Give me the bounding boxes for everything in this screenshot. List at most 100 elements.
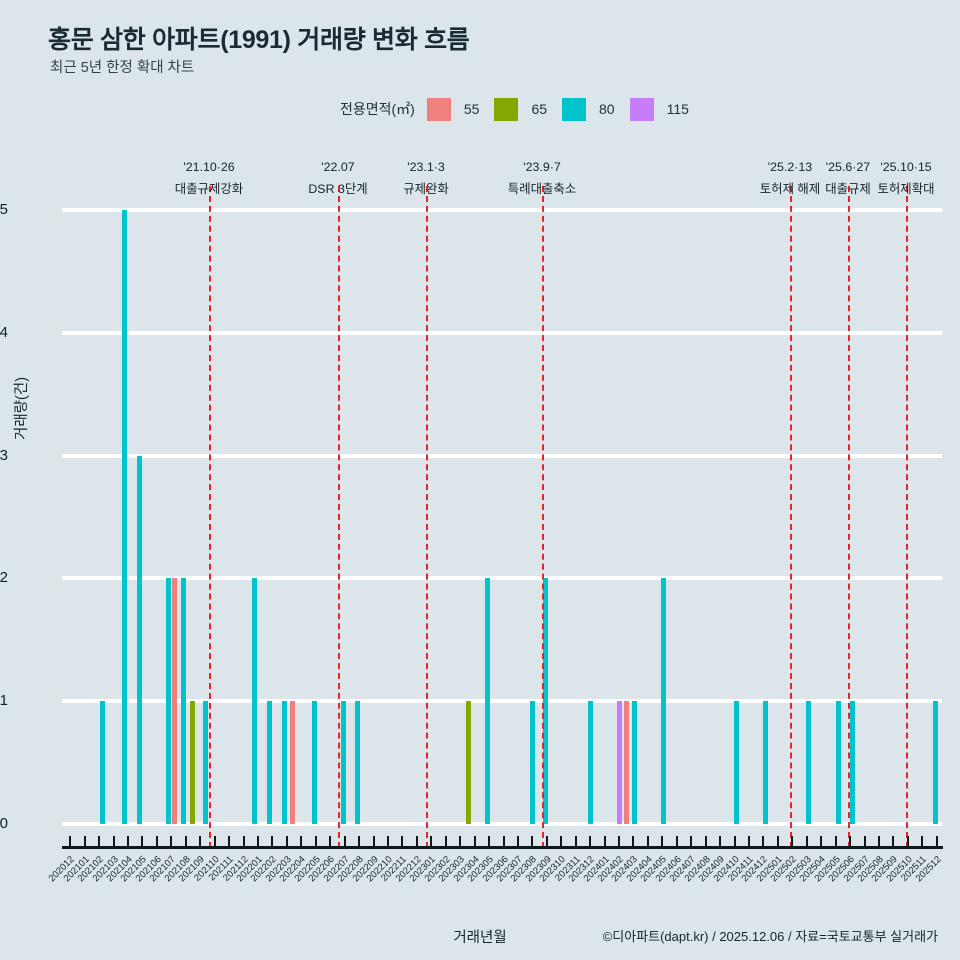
event-annotation-1: '22.07 DSR 3단계 [308,160,367,197]
x-tick-202311 [574,836,577,847]
event-date-5: '25.6·27 [825,160,871,174]
event-line-6 [906,186,908,848]
bar-202109-85a800[interactable] [190,701,195,824]
bar-202108-00c3cc[interactable] [181,578,186,824]
bar-202204-00c3cc[interactable] [282,701,287,824]
event-text-3: 특례대출축소 [507,182,577,196]
x-tick-202101 [83,836,86,847]
x-tick-202209 [372,836,375,847]
gridline-5 [62,208,942,212]
legend-item-55[interactable]: 55 [426,97,495,121]
legend-item-115[interactable]: 115 [629,97,704,121]
bar-202309-00c3cc[interactable] [530,701,535,824]
y-tick-label-5: 5 [0,201,8,218]
event-date-4: '25.2·13 [767,160,813,174]
x-tick-202507 [863,836,866,847]
x-tick-202410 [733,836,736,847]
x-tick-202408 [704,836,707,847]
event-annotation-0: '21.10·26 대출규제강화 [175,160,243,197]
y-tick-label-3: 3 [0,446,8,464]
legend-swatch-115 [629,97,654,121]
x-tick-202405 [661,836,664,847]
bar-202305-85a800[interactable] [466,701,471,824]
event-text-6: 토허제확대 [877,182,935,196]
plot-area [62,186,942,848]
x-tick-202406 [675,836,678,847]
x-tick-202107 [170,836,173,847]
bar-202203-00c3cc[interactable] [267,701,272,824]
x-tick-202509 [892,836,895,847]
x-tick-202210 [386,836,389,847]
bar-202512-00c3cc[interactable] [933,701,938,824]
event-text-1: DSR 3단계 [308,182,368,196]
bar-202311-00c3cc[interactable] [588,701,593,824]
x-tick-202505 [834,836,837,847]
x-tick-202504 [820,836,823,847]
x-tick-202201 [256,836,259,847]
bar-202411-00c3cc[interactable] [763,701,768,824]
event-date-0: '21.10·26 [183,160,235,174]
bar-202410-00c3cc[interactable] [734,701,739,824]
bar-202403-00c3cc[interactable] [632,701,637,824]
bar-202309-00c3cc[interactable] [543,578,548,824]
x-tick-202309 [545,836,548,847]
event-annotation-4: '25.2·13 토허제 해제 [760,160,820,197]
x-tick-202403 [632,836,635,847]
y-tick-label-0: 0 [0,815,8,832]
x-tick-202102 [98,836,101,847]
bar-202504-00c3cc[interactable] [836,701,841,824]
bar-202405-00c3cc[interactable] [661,578,666,824]
legend-item-80[interactable]: 80 [562,97,630,121]
bar-202306-00c3cc[interactable] [485,578,490,824]
bar-202402-f0807d[interactable] [624,701,629,824]
x-tick-202501 [776,836,779,847]
y-tick-label-4: 4 [0,323,8,341]
bar-202104-00c3cc[interactable] [122,210,127,824]
bar-202209-00c3cc[interactable] [355,701,360,824]
x-tick-202304 [473,836,476,847]
x-tick-202306 [502,836,505,847]
x-tick-202305 [488,836,491,847]
bar-202107-f0807d[interactable] [172,578,177,824]
x-tick-202512 [935,836,938,847]
bar-202505-00c3cc[interactable] [850,701,855,824]
event-text-4: 토허제 해제 [759,182,821,196]
legend-item-65[interactable]: 65 [494,97,562,121]
legend-label-80: 80 [599,101,615,117]
bar-202204-f0807d[interactable] [290,701,295,824]
legend-label-115: 115 [666,101,689,117]
x-tick-202302 [444,836,447,847]
x-tick-202206 [329,836,332,847]
event-line-3 [542,186,544,848]
x-tick-202105 [141,836,144,847]
page-subtitle: 최근 5년 한정 확대 차트 [50,60,195,76]
bar-202201-00c3cc[interactable] [252,578,257,824]
x-tick-202308 [531,836,534,847]
legend-swatch-80 [562,97,587,121]
event-date-1: '22.07 [321,160,355,174]
bar-202207-00c3cc[interactable] [341,701,346,824]
bar-202107-00c3cc[interactable] [166,578,171,824]
bar-202106-00c3cc[interactable] [137,455,142,824]
bar-202102-00c3cc[interactable] [100,701,105,824]
bar-202502-00c3cc[interactable] [806,701,811,824]
event-text-2: 규제완화 [403,182,449,196]
event-line-4 [790,186,792,848]
x-tick-202508 [878,836,880,847]
legend-title: 전용면적(㎡) [340,101,415,117]
x-tick-202502 [791,836,794,847]
gridline-1 [62,699,942,704]
gridline-3 [62,453,942,458]
event-line-1 [338,186,340,848]
x-tick-202211 [401,836,404,847]
bar-202402-c77dfa[interactable] [617,701,622,824]
x-tick-202208 [358,836,361,847]
bar-202206-00c3cc[interactable] [312,701,317,824]
x-tick-202202 [271,836,274,847]
bar-202110-00c3cc[interactable] [203,701,208,824]
x-tick-202109 [199,836,202,847]
x-tick-202310 [560,836,563,847]
legend-swatch-65 [494,97,519,121]
event-date-2: '23.1·3 [407,160,445,174]
event-date-3: '23.9·7 [523,160,561,174]
